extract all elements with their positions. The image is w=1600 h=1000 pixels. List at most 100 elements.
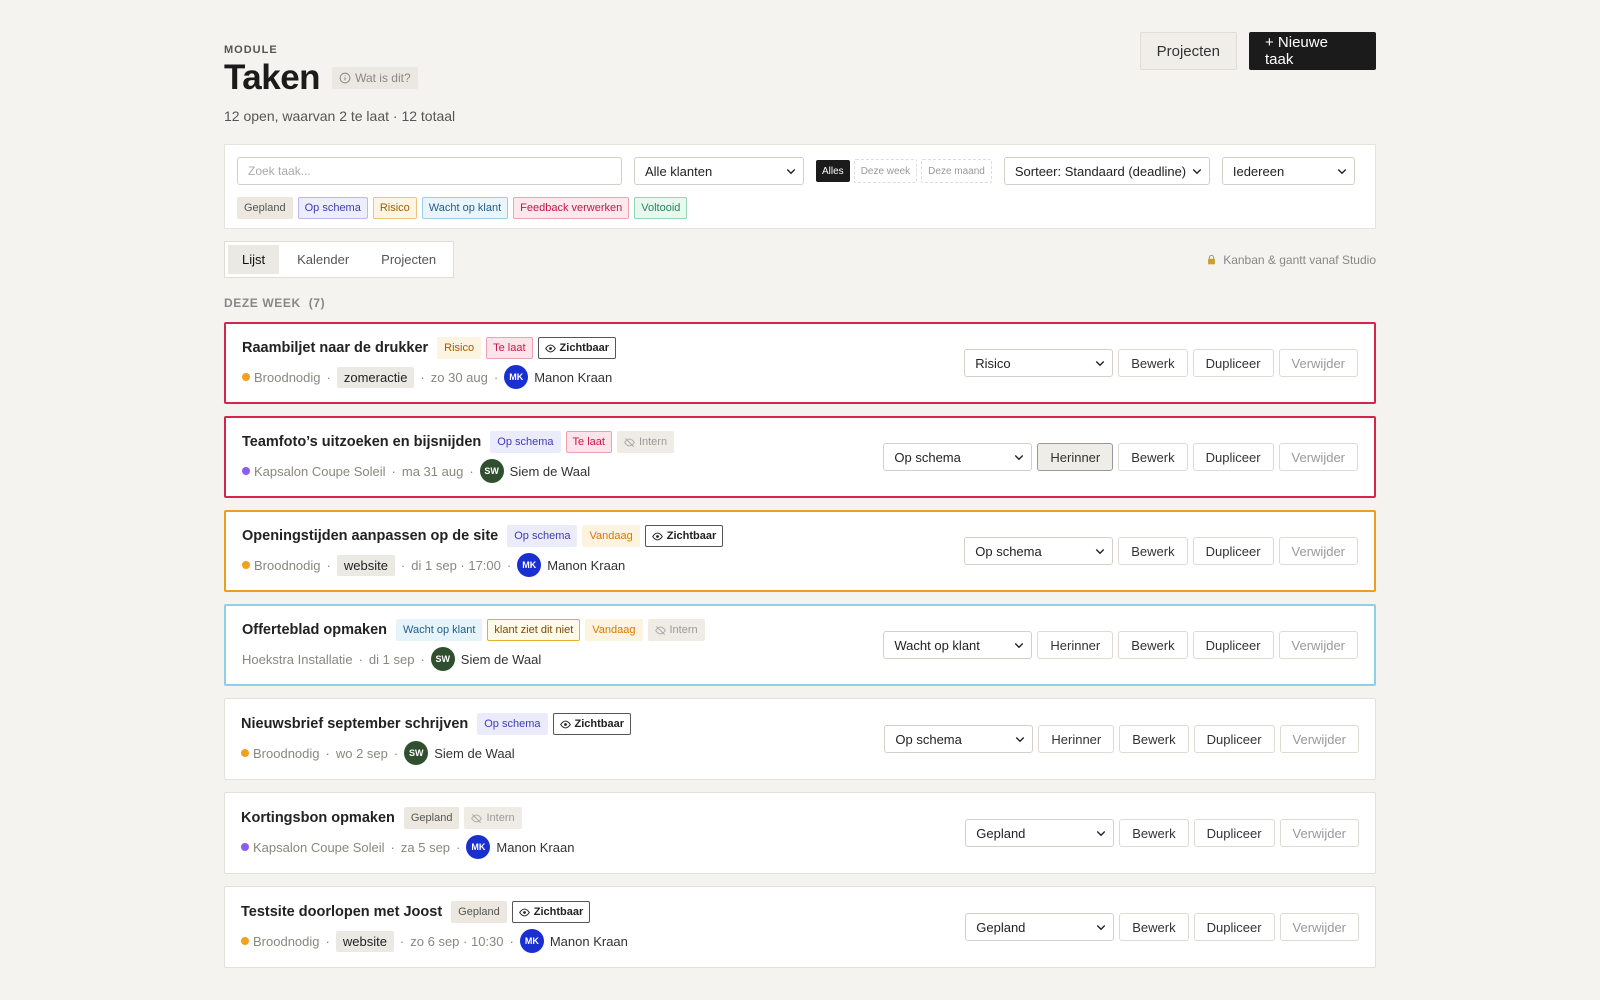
tab[interactable]: Kalender — [297, 252, 350, 267]
client: Broodnodig — [253, 745, 320, 761]
tab[interactable]: Projecten — [381, 252, 437, 267]
separator: · — [390, 839, 395, 855]
badge-text: Te laat — [572, 436, 605, 448]
action-button[interactable]: Dupliceer — [1193, 725, 1275, 753]
task-badge: Vandaag — [582, 525, 640, 547]
date: ma 31 aug — [401, 463, 464, 479]
action-button[interactable]: Bewerk — [1118, 631, 1188, 659]
period-button[interactable]: Deze week — [853, 159, 918, 183]
task-list: Raambiljet naar de drukker Risico Te laat Z… — [224, 322, 1376, 968]
tab[interactable]: Lijst — [228, 245, 280, 274]
client-dot — [242, 373, 250, 381]
date: zo 6 sep · 10:30 — [410, 933, 504, 949]
tabs-row: Lijst Kalender Projecten Kanban & gantt van… — [224, 241, 1376, 278]
badge-text: Op schema — [514, 530, 571, 542]
separator: · — [493, 369, 499, 385]
task-main: Raambiljet naar de drukker Risico Te laat Z… — [242, 337, 621, 389]
action-button[interactable]: Verwijder — [1278, 443, 1358, 471]
date: zo 30 aug — [430, 369, 488, 385]
client-select[interactable]: Alle klanten — [634, 157, 804, 185]
action-button[interactable]: Verwijder — [1279, 819, 1359, 847]
status-chip[interactable]: Feedback verwerken — [513, 197, 630, 219]
date: wo 2 sep — [335, 745, 388, 761]
status-chip[interactable]: Op schema — [297, 197, 368, 219]
task-badge: Zichtbaar — [644, 525, 724, 547]
task-badge: Vandaag — [585, 619, 643, 641]
status-chip[interactable]: Wacht op klant — [421, 197, 509, 219]
action-button[interactable]: Bewerk — [1119, 819, 1189, 847]
filter-panel: Zoek taak... Alle klanten Alles Deze week De… — [224, 144, 1376, 229]
action-button[interactable]: Verwijder — [1278, 631, 1358, 659]
action-button[interactable]: Herinner — [1037, 631, 1114, 659]
action-button[interactable]: Bewerk — [1118, 349, 1188, 377]
header-button[interactable]: Projecten — [1139, 32, 1237, 70]
task-title: Testsite doorlopen met Joost — [241, 904, 443, 920]
badge-text: Op schema — [497, 436, 554, 448]
action-button[interactable]: Herinner — [1038, 725, 1115, 753]
date: di 1 sep · 17:00 — [411, 557, 501, 573]
search-input[interactable]: Zoek taak... — [237, 157, 622, 185]
separator: · — [326, 369, 331, 385]
tab-group: Lijst Kalender Projecten — [224, 241, 455, 278]
assignee: Manon Kraan — [549, 933, 628, 949]
status-chip[interactable]: Risico — [372, 197, 417, 219]
task-card: Kortingsbon opmaken Gepland Intern Kapsalon… — [224, 792, 1376, 874]
task-badge: Te laat — [486, 337, 533, 359]
status-select[interactable]: Gepland — [965, 819, 1115, 847]
action-button[interactable]: Verwijder — [1278, 349, 1358, 377]
task-actions: Gepland Bewerk Dupliceer Verwijder — [965, 913, 1359, 941]
app: MODULE Taken Wat is dit? 12 open, waarvan 2… — [224, 32, 1376, 968]
avatar: MK — [504, 365, 529, 389]
client-dot — [242, 561, 250, 569]
task-badge: Gepland — [403, 807, 460, 829]
task-main: Kortingsbon opmaken Gepland Intern Kapsalon… — [241, 807, 574, 859]
separator: · — [469, 463, 474, 479]
action-button[interactable]: Bewerk — [1118, 537, 1188, 565]
select-value: Wacht op klant — [894, 637, 980, 653]
sort-select[interactable]: Sorteer: Standaard (deadline) — [1003, 157, 1210, 185]
header-button[interactable]: + Nieuwe taak — [1249, 32, 1376, 70]
action-button[interactable]: Dupliceer — [1193, 819, 1275, 847]
status-select[interactable]: Op schema — [964, 537, 1114, 565]
task-title-row: Kortingsbon opmaken Gepland Intern — [241, 807, 574, 829]
client: Broodnodig — [254, 557, 321, 573]
action-button[interactable]: Bewerk — [1119, 725, 1189, 753]
status-select[interactable]: Gepland — [965, 913, 1115, 941]
period-button[interactable]: Alles — [816, 160, 850, 182]
status-select[interactable]: Risico — [964, 349, 1114, 377]
action-button[interactable]: Dupliceer — [1192, 443, 1274, 471]
action-button[interactable]: Dupliceer — [1192, 537, 1274, 565]
action-button[interactable]: Bewerk — [1119, 913, 1189, 941]
status-select[interactable]: Op schema — [884, 725, 1034, 753]
status-chip[interactable]: Voltooid — [634, 197, 688, 219]
action-button[interactable]: Herinner — [1037, 443, 1114, 471]
select-value: Risico — [975, 355, 1011, 371]
action-button[interactable]: Verwijder — [1279, 725, 1359, 753]
action-button[interactable]: Verwijder — [1278, 537, 1358, 565]
select-value: Gepland — [976, 825, 1026, 841]
period-button[interactable]: Deze maand — [921, 159, 992, 183]
action-button[interactable]: Dupliceer — [1192, 631, 1274, 659]
action-button[interactable]: Verwijder — [1279, 913, 1359, 941]
eye-icon — [559, 720, 571, 728]
task-badge: Gepland — [451, 901, 507, 923]
action-button[interactable]: Dupliceer — [1193, 913, 1275, 941]
separator: · — [325, 933, 330, 949]
status-chip[interactable]: Gepland — [237, 197, 293, 219]
help-button[interactable]: Wat is dit? — [332, 67, 418, 89]
status-select[interactable]: Op schema — [883, 443, 1033, 471]
action-button[interactable]: Bewerk — [1118, 443, 1188, 471]
task-main: Openingstijden aanpassen op de site Op sc… — [242, 525, 728, 577]
client: Hoekstra Installatie — [242, 651, 353, 667]
task-card: Nieuwsbrief september schrijven Op schema… — [224, 698, 1376, 780]
task-card: Offerteblad opmaken Wacht op klant klant z… — [224, 604, 1376, 686]
client: Kapsalon Coupe Soleil — [253, 839, 385, 855]
status-select[interactable]: Wacht op klant — [883, 631, 1033, 659]
task-title-row: Teamfoto’s uitzoeken en bijsnijden Op sch… — [242, 431, 679, 453]
person-select[interactable]: Iedereen — [1221, 157, 1355, 185]
action-button[interactable]: Dupliceer — [1192, 349, 1274, 377]
assignee: Siem de Waal — [434, 745, 515, 761]
task-meta: Broodnodig · website · zo 6 sep · 10:30 · MK Ma… — [241, 929, 628, 953]
task-main: Testsite doorlopen met Joost Gepland Zicht… — [241, 901, 628, 953]
